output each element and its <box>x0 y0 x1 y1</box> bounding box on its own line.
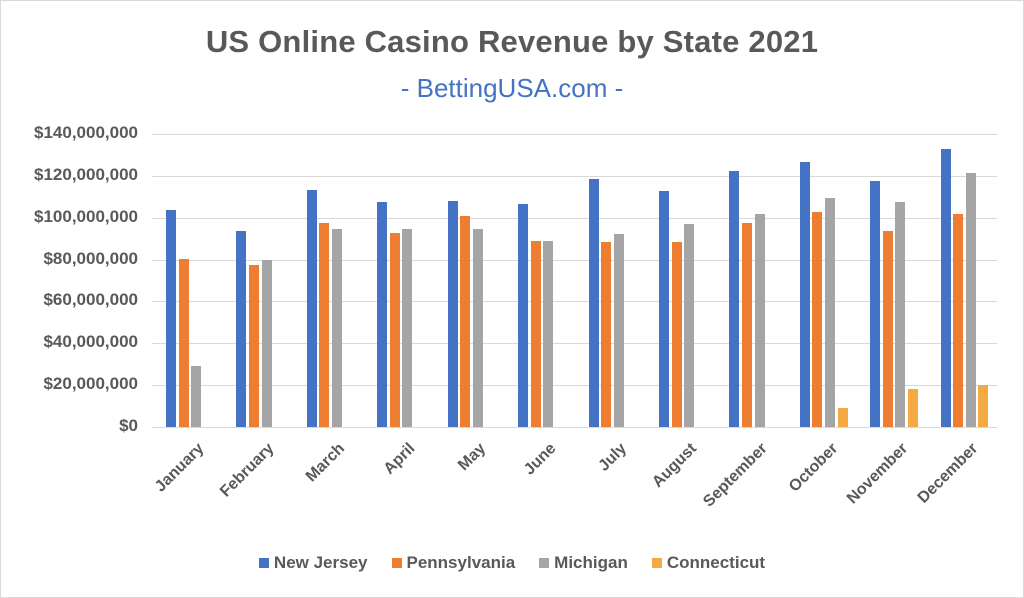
bar-new-jersey <box>447 200 458 427</box>
bar-new-jersey <box>870 181 881 427</box>
y-axis-tick-label: $20,000,000 <box>43 374 138 393</box>
bar-new-jersey <box>940 149 951 427</box>
legend-swatch-icon <box>651 558 662 568</box>
y-axis-tick-label: $60,000,000 <box>43 290 138 309</box>
gridline <box>152 385 997 386</box>
bar-new-jersey <box>236 230 247 427</box>
legend-label: Connecticut <box>666 553 766 572</box>
bar-michigan <box>684 223 695 427</box>
legend-item: Michigan <box>539 553 628 573</box>
bar-new-jersey <box>518 203 529 427</box>
bar-new-jersey <box>588 179 599 427</box>
bar-pennsylvania <box>812 212 823 427</box>
bar-michigan <box>261 259 272 427</box>
y-axis-tick-label: $100,000,000 <box>34 207 138 226</box>
bar-michigan <box>543 240 554 427</box>
y-axis-tick-label: $40,000,000 <box>43 332 138 351</box>
bar-pennsylvania <box>671 241 682 427</box>
bar-michigan <box>754 213 765 427</box>
gridline <box>152 427 997 428</box>
bar-pennsylvania <box>178 258 189 427</box>
bar-michigan <box>191 366 202 427</box>
bar-pennsylvania <box>741 222 752 427</box>
legend: New Jersey Pennsylvania Michigan Connecticu… <box>0 553 1024 573</box>
legend-swatch-icon <box>391 558 402 568</box>
gridline <box>152 301 997 302</box>
gridline <box>152 260 997 261</box>
legend-item: New Jersey <box>258 553 368 573</box>
chart-title: US Online Casino Revenue by State 2021 <box>205 24 819 59</box>
bar-new-jersey <box>166 209 176 427</box>
y-axis-tick-label: $80,000,000 <box>43 249 138 268</box>
bar-pennsylvania <box>319 222 330 427</box>
bar-pennsylvania <box>530 240 541 427</box>
legend-item: Pennsylvania <box>391 553 516 573</box>
gridline <box>152 343 997 344</box>
y-axis-tick-label: $140,000,000 <box>34 123 138 142</box>
bar-pennsylvania <box>601 241 612 427</box>
bar-michigan <box>472 229 483 427</box>
bar-new-jersey <box>729 171 740 427</box>
legend-label: New Jersey <box>273 553 368 572</box>
bar-michigan <box>895 202 906 427</box>
gridline <box>152 134 997 135</box>
bar-pennsylvania <box>460 215 471 427</box>
bar-michigan <box>965 172 976 427</box>
bar-connecticut <box>837 408 848 427</box>
bar-connecticut <box>907 388 918 427</box>
bar-pennsylvania <box>882 231 893 427</box>
bar-new-jersey <box>306 189 317 427</box>
bar-new-jersey <box>658 190 669 427</box>
bar-connecticut <box>978 384 989 427</box>
bar-new-jersey <box>799 162 810 427</box>
bar-pennsylvania <box>389 233 400 427</box>
chart-subtitle: - BettingUSA.com - <box>400 73 624 103</box>
bar-michigan <box>402 229 413 427</box>
legend-label: Pennsylvania <box>406 553 516 572</box>
gridline <box>152 176 997 177</box>
y-axis-tick-label: $120,000,000 <box>34 165 138 184</box>
legend-swatch-icon <box>258 558 269 568</box>
gridline <box>152 218 997 219</box>
y-axis-tick-label: $0 <box>119 416 138 435</box>
bar-new-jersey <box>377 202 388 427</box>
bar-michigan <box>332 228 343 427</box>
bar-pennsylvania <box>249 264 260 427</box>
legend-swatch-icon <box>539 558 550 568</box>
legend-label: Michigan <box>554 553 628 572</box>
bar-michigan <box>613 234 624 427</box>
bar-michigan <box>824 198 835 427</box>
legend-item: Connecticut <box>651 553 766 573</box>
bar-pennsylvania <box>953 214 964 427</box>
